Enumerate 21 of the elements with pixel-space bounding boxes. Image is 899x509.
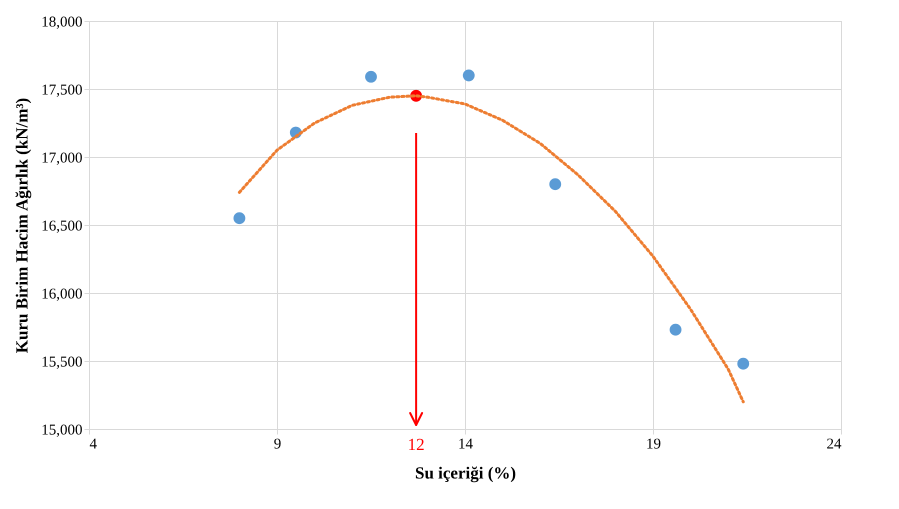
y-tick-label: 16,500 (41, 218, 82, 234)
x-tick-label: 4 (90, 436, 98, 452)
point (365, 70, 377, 83)
x-tick-label: 9 (274, 436, 282, 452)
point (670, 324, 682, 336)
x-tick-label: 14 (458, 436, 474, 452)
point (233, 212, 246, 224)
y-tick-label: 18,000 (41, 14, 82, 30)
x-tick-label: 24 (826, 436, 842, 452)
x-tick-label: 19 (646, 436, 661, 452)
point (549, 178, 562, 190)
point (737, 358, 750, 370)
point (462, 69, 475, 82)
x-axis-title: Su içeriği (%) (414, 464, 516, 482)
y-tick-label: 15,000 (41, 422, 82, 438)
y-tick-label: 15,500 (41, 354, 82, 370)
y-tick-label: 17,500 (41, 82, 82, 98)
annotation: 12 (408, 435, 425, 454)
y-tick-label: 17,000 (41, 150, 82, 166)
y-tick-label: 16,000 (41, 286, 82, 302)
y-axis-title: Kuru Birim Hacim Ağırlık (kN/m³) (12, 98, 32, 354)
